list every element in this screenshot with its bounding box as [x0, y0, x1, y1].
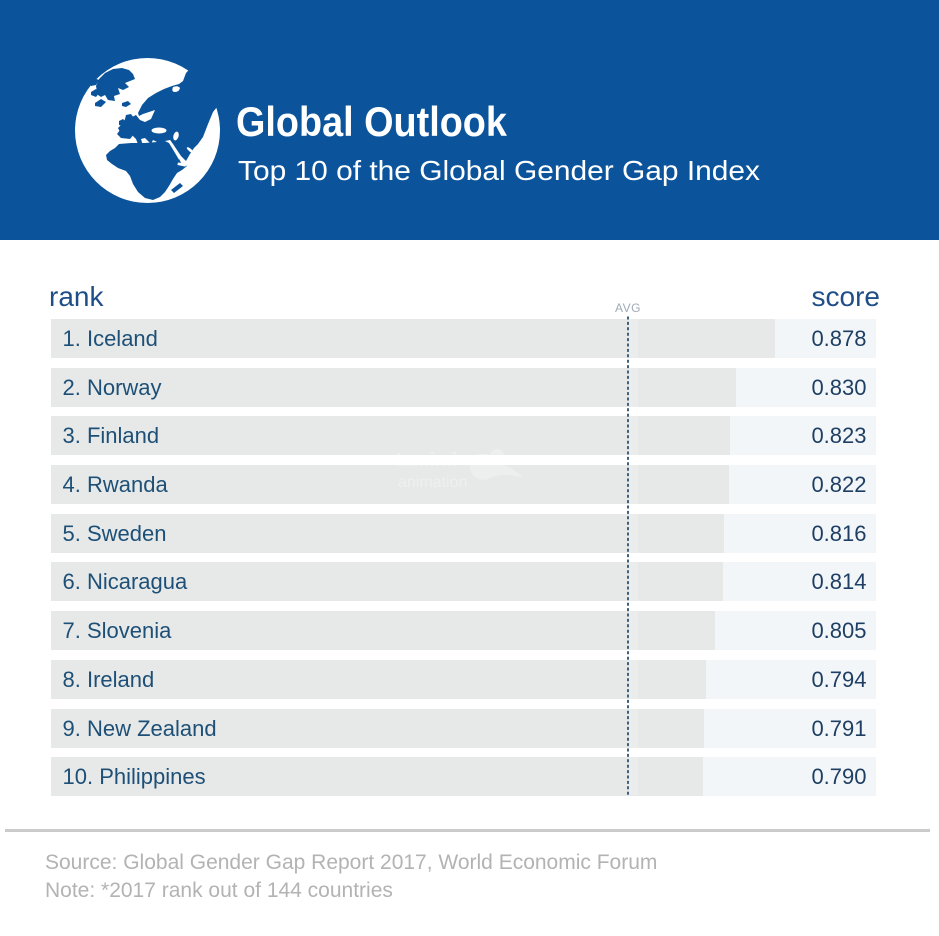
svg-text:animation: animation	[398, 474, 467, 491]
svg-text:tamimi: tamimi	[396, 450, 457, 471]
